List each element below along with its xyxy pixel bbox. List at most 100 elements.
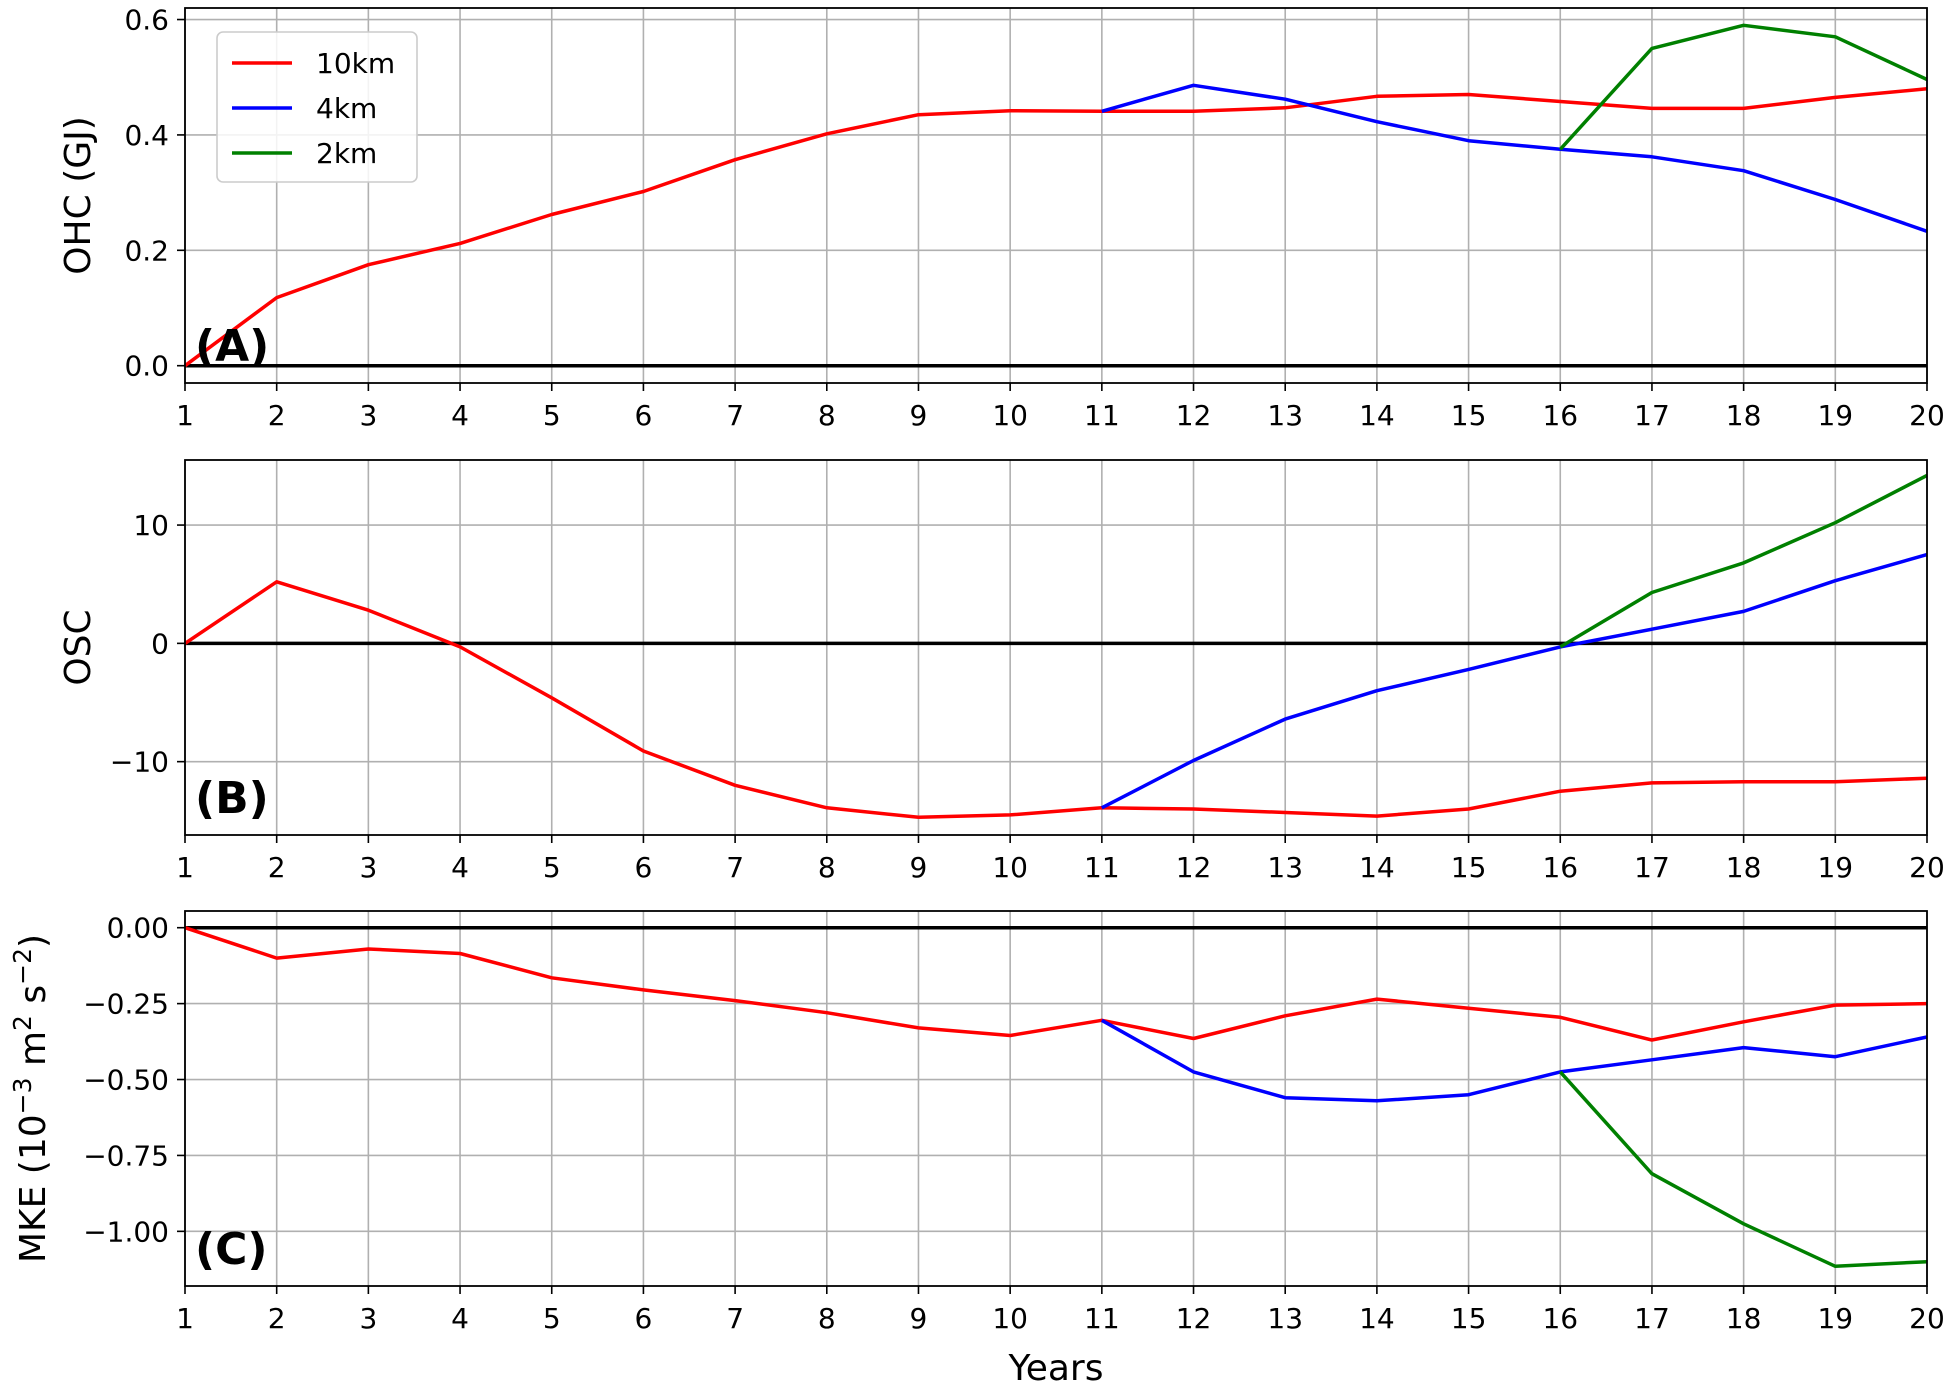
y-axis-label: OHC (GJ) <box>58 116 99 275</box>
x-tick-label: 17 <box>1634 851 1670 884</box>
x-tick-label: 3 <box>359 1302 377 1335</box>
legend: 10km 4km 2km <box>216 31 418 183</box>
y-tick-label: 0.0 <box>124 350 169 383</box>
x-tick-label: 12 <box>1176 851 1212 884</box>
axes-frame <box>184 910 1928 1287</box>
x-tick-label: 14 <box>1359 1302 1395 1335</box>
panel-c: 1 2 3 4 5 6 7 8 9 10 11 12 13 14 15 16 17 18 19 20−1.00−0.7… <box>8 910 1945 1385</box>
series-line-2km <box>1558 1070 1928 1269</box>
y-axis-label-part: ) <box>13 934 54 948</box>
x-tick-label: 11 <box>1084 399 1120 432</box>
x-tick-label: 2 <box>268 399 286 432</box>
y-axis-label-part: m <box>13 1031 54 1078</box>
y-axis-label-part: MKE (10 <box>13 1114 54 1263</box>
x-tick-label: 12 <box>1176 399 1212 432</box>
x-tick-label: 4 <box>451 399 469 432</box>
x-tick-label: 9 <box>910 399 928 432</box>
x-tick-label: 10 <box>992 1302 1028 1335</box>
x-tick-label: 20 <box>1909 399 1945 432</box>
x-tick-label: 19 <box>1817 1302 1853 1335</box>
x-tick-label: 11 <box>1084 851 1120 884</box>
x-tick-label: 16 <box>1542 1302 1578 1335</box>
x-tick-label: 13 <box>1267 851 1303 884</box>
x-tick-label: 6 <box>635 1302 653 1335</box>
panel-a: 1 2 3 4 5 6 7 8 9 10 11 12 13 14 15 16 17 18 19 200.00.20.4… <box>58 4 1945 432</box>
legend-label: 2km <box>316 137 377 170</box>
series-line-4km <box>1101 83 1928 233</box>
legend-label: 10km <box>316 47 395 80</box>
y-axis-label: MKE (10−3 m2 s−2) <box>8 934 54 1263</box>
x-tick-label: 1 <box>176 851 194 884</box>
x-tick-label: 7 <box>726 851 744 884</box>
x-tick-label: 13 <box>1267 399 1303 432</box>
y-axis-label-superscript: 2 <box>8 1015 37 1031</box>
series-line-10km <box>184 580 1928 820</box>
legend-label: 4km <box>316 92 377 125</box>
x-tick-label: 4 <box>451 851 469 884</box>
x-tick-label: 18 <box>1726 851 1762 884</box>
x-tick-label: 19 <box>1817 851 1853 884</box>
series-line-2km <box>1559 23 1928 151</box>
x-tick-label: 12 <box>1176 1302 1212 1335</box>
y-tick-label: 0.2 <box>124 234 169 267</box>
x-tick-label: 14 <box>1359 851 1395 884</box>
y-tick-label: −10 <box>110 746 169 779</box>
panel-b: 1 2 3 4 5 6 7 8 9 10 11 12 13 14 15 16 17 18 19 20−10010(B)… <box>58 459 1945 884</box>
x-tick-label: 5 <box>543 851 561 884</box>
x-tick-label: 17 <box>1634 399 1670 432</box>
x-tick-label: 18 <box>1726 399 1762 432</box>
x-tick-label: 14 <box>1359 399 1395 432</box>
x-tick-label: 13 <box>1267 1302 1303 1335</box>
x-tick-label: 5 <box>543 1302 561 1335</box>
y-axis-label-part: s <box>13 985 54 1015</box>
y-axis-label-superscript: −3 <box>8 1077 37 1114</box>
x-tick-label: 11 <box>1084 1302 1120 1335</box>
y-tick-label: −0.25 <box>83 988 169 1021</box>
x-tick-label: 3 <box>359 399 377 432</box>
y-axis-label-superscript: −2 <box>8 948 37 985</box>
x-tick-label: 16 <box>1542 399 1578 432</box>
panel-label: (A) <box>195 321 269 372</box>
x-tick-label: 18 <box>1726 1302 1762 1335</box>
panel-label: (B) <box>195 773 269 824</box>
y-axis-label: OSC <box>58 609 99 685</box>
y-tick-label: 0.4 <box>124 119 169 152</box>
axes-frame <box>184 7 1928 384</box>
x-tick-label: 7 <box>726 1302 744 1335</box>
x-tick-label: 15 <box>1451 399 1487 432</box>
axes-frame <box>184 459 1928 836</box>
series-line-4km <box>1100 1018 1928 1103</box>
x-tick-label: 17 <box>1634 1302 1670 1335</box>
x-tick-label: 4 <box>451 1302 469 1335</box>
y-tick-label: 0 <box>151 627 169 660</box>
x-tick-label: 5 <box>543 399 561 432</box>
x-tick-label: 2 <box>268 1302 286 1335</box>
series-line-10km <box>184 926 1928 1042</box>
x-tick-label: 16 <box>1542 851 1578 884</box>
y-tick-label: 0.00 <box>107 912 169 945</box>
x-tick-label: 1 <box>176 399 194 432</box>
panel-label: (C) <box>195 1224 268 1275</box>
x-tick-label: 19 <box>1817 399 1853 432</box>
series-line-4km <box>1100 552 1928 810</box>
y-tick-label: −1.00 <box>83 1215 169 1248</box>
x-axis-label: Years <box>1008 1348 1104 1385</box>
x-tick-label: 3 <box>359 851 377 884</box>
series-line-2km <box>1559 473 1928 649</box>
legend-box <box>216 31 418 183</box>
x-tick-label: 9 <box>910 851 928 884</box>
x-tick-label: 6 <box>635 399 653 432</box>
x-tick-label: 15 <box>1451 851 1487 884</box>
x-tick-label: 8 <box>818 1302 836 1335</box>
y-tick-label: −0.50 <box>83 1064 169 1097</box>
y-tick-label: 10 <box>133 509 169 542</box>
x-tick-label: 20 <box>1909 1302 1945 1335</box>
x-tick-label: 15 <box>1451 1302 1487 1335</box>
x-tick-label: 9 <box>910 1302 928 1335</box>
x-tick-label: 20 <box>1909 851 1945 884</box>
x-tick-label: 6 <box>635 851 653 884</box>
x-tick-label: 8 <box>818 399 836 432</box>
x-tick-label: 8 <box>818 851 836 884</box>
y-tick-label: 0.6 <box>124 4 169 37</box>
